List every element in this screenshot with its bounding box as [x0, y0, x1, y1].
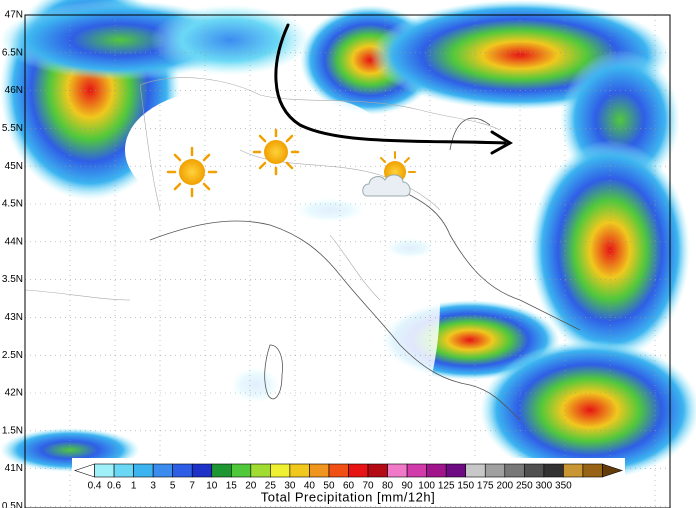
colorbar-box: [152, 463, 173, 478]
colorbar-box: [211, 463, 232, 478]
colorbar-box: [133, 463, 154, 478]
colorbar-label: 10: [206, 481, 218, 492]
colorbar-box: [328, 463, 349, 478]
sun-icon: [166, 146, 218, 198]
colorbar-label: 0.6: [107, 481, 121, 492]
colorbar-box: [113, 463, 134, 478]
colorbar-box: [172, 463, 193, 478]
colorbar-box: [563, 463, 584, 478]
colorbar-box: [94, 463, 115, 478]
lat-label: 6.5N: [2, 47, 23, 58]
colorbar-label: 200: [496, 481, 513, 492]
colorbar-box: [465, 463, 486, 478]
colorbar-label: 175: [477, 481, 494, 492]
trajectory-arrow: [274, 23, 513, 155]
colorbar-label: 15: [226, 481, 238, 492]
colorbar: 0.4 0.6 1 3 5 7 10 15 20 25 30 40 50 60 70 80 90 100 125 15…: [72, 458, 625, 506]
colorbar-box: [270, 463, 291, 478]
lat-label: 4.5N: [2, 199, 23, 210]
lat-label: 47N: [5, 10, 23, 21]
colorbar-label: 1: [131, 481, 137, 492]
lat-label: 46N: [5, 85, 23, 96]
colorbar-box: [426, 463, 447, 478]
colorbar-label: 50: [323, 481, 335, 492]
colorbar-label: 70: [362, 481, 374, 492]
colorbar-label: 5: [170, 481, 176, 492]
colorbar-label: 350: [555, 481, 572, 492]
colorbar-triangle: [602, 463, 623, 478]
lat-label: 2.5N: [2, 350, 23, 361]
colorbar-box: [367, 463, 388, 478]
colorbar-box: [250, 463, 271, 478]
colorbar-box: [387, 463, 408, 478]
colorbar-box: [543, 463, 564, 478]
colorbar-label: 90: [402, 481, 414, 492]
partly-cloudy-icon: [362, 151, 416, 197]
colorbar-box: [309, 463, 330, 478]
colorbar-label: 150: [457, 481, 474, 492]
colorbar-label: 80: [382, 481, 394, 492]
lat-label: 44N: [5, 236, 23, 247]
lat-label: 3.5N: [2, 274, 23, 285]
colorbar-box: [230, 463, 252, 478]
colorbar-label: 30: [284, 481, 296, 492]
colorbar-label: 0.4: [88, 481, 102, 492]
lat-label: 0.5N: [2, 501, 23, 508]
lat-label: 5.5N: [2, 123, 23, 134]
colorbar-label: 20: [245, 481, 257, 492]
colorbar-title: Total Precipitation [mm/12h]: [261, 489, 435, 504]
lat-label: 42N: [5, 388, 23, 399]
colorbar-label: 60: [343, 481, 355, 492]
colorbar-box: [504, 463, 525, 478]
colorbar-label: 300: [536, 481, 553, 492]
colorbar-box: [191, 463, 213, 478]
colorbar-box: [406, 463, 427, 478]
colorbar-box: [445, 463, 467, 478]
lat-label: 1.5N: [2, 425, 23, 436]
coastlines: [149, 117, 581, 421]
lat-label: 43N: [5, 312, 23, 323]
colorbar-box: [582, 463, 603, 478]
grid: [25, 15, 670, 508]
lat-label: 45N: [5, 161, 23, 172]
lat-label: 41N: [5, 463, 23, 474]
colorbar-box: [289, 463, 310, 478]
colorbar-box: [484, 463, 506, 478]
map-frame: [24, 14, 671, 508]
colorbar-box: [348, 463, 369, 478]
colorbar-label: 25: [265, 481, 277, 492]
colorbar-label: 3: [150, 481, 156, 492]
colorbar-label: 40: [304, 481, 316, 492]
sun-icon: [252, 128, 300, 176]
colorbar-label: 7: [189, 481, 195, 492]
colorbar-label: 100: [418, 481, 435, 492]
colorbar-label: 250: [516, 481, 533, 492]
borders: [24, 77, 501, 301]
colorbar-box: [524, 463, 545, 478]
colorbar-label: 125: [438, 481, 455, 492]
